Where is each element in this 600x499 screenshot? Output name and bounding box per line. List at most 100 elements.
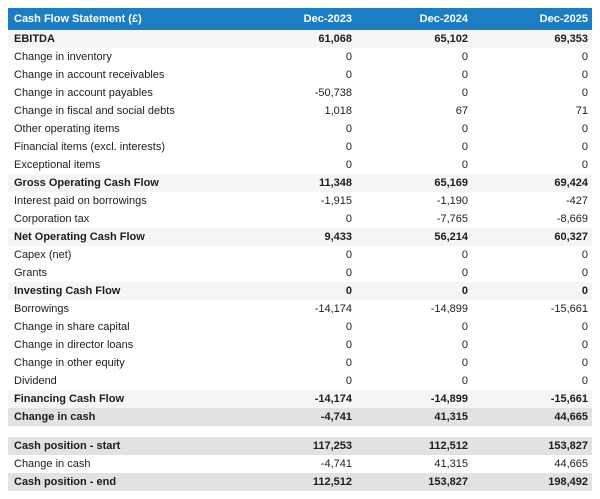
column-header-dec-2025: Dec-2025 xyxy=(539,13,588,25)
cell-value: 0 xyxy=(581,69,588,81)
table-row-change-in-account-payables: Change in account payables -50,738 0 0 xyxy=(8,84,592,102)
cell-value: -8,669 xyxy=(556,213,588,225)
row-label: Change in cash xyxy=(14,458,91,470)
cell-value: 0 xyxy=(581,141,588,153)
cash-flow-main-table: Cash Flow Statement (£) Dec-2023 Dec-202… xyxy=(8,8,592,426)
cell-value: 0 xyxy=(461,159,468,171)
row-label: Dividend xyxy=(14,375,57,387)
table-row-capex-net: Capex (net) 0 0 0 xyxy=(8,246,592,264)
cell-value: 0 xyxy=(461,285,468,297)
cell-value: 9,433 xyxy=(324,231,352,243)
cell-value: 0 xyxy=(581,285,588,297)
cell-value: 56,214 xyxy=(434,231,468,243)
cell-value: 69,353 xyxy=(554,33,588,45)
table-header: Cash Flow Statement (£) Dec-2023 Dec-202… xyxy=(8,8,592,30)
cell-value: 0 xyxy=(461,51,468,63)
row-label: Investing Cash Flow xyxy=(14,285,121,297)
cell-value: 0 xyxy=(581,321,588,333)
cell-value: -14,899 xyxy=(430,393,468,405)
table-row-ebitda: EBITDA 61,068 65,102 69,353 xyxy=(8,30,592,48)
table-row-interest-paid-on-borrowings: Interest paid on borrowings -1,915 -1,190 -… xyxy=(8,192,592,210)
cell-value: 0 xyxy=(345,51,352,63)
cell-value: -15,661 xyxy=(550,303,588,315)
cell-value: -14,174 xyxy=(314,393,352,405)
cell-value: -7,765 xyxy=(436,213,468,225)
cell-value: 44,665 xyxy=(554,411,588,423)
row-label: Financing Cash Flow xyxy=(14,393,125,405)
table-row-change-in-share-capital: Change in share capital 0 0 0 xyxy=(8,318,592,336)
row-label: Interest paid on borrowings xyxy=(14,195,147,207)
table-row-change-in-cash-summary: Change in cash -4,741 41,315 44,665 xyxy=(8,455,592,473)
table-row-financing-cash-flow: Financing Cash Flow -14,174 -14,899 -15,661 xyxy=(8,390,592,408)
cell-value: 0 xyxy=(581,123,588,135)
row-label: Borrowings xyxy=(14,303,70,315)
column-header-dec-2023: Dec-2023 xyxy=(303,13,352,25)
table-row-change-in-fiscal-and-social-debts: Change in fiscal and social debts 1,018 67… xyxy=(8,102,592,120)
cell-value: 44,665 xyxy=(554,458,588,470)
table-row-cash-position-start: Cash position - start 117,253 112,512 153,8… xyxy=(8,437,592,455)
cell-value: 0 xyxy=(345,357,352,369)
cell-value: 0 xyxy=(345,141,352,153)
cell-value: 117,253 xyxy=(312,440,352,452)
cell-value: 65,102 xyxy=(434,33,468,45)
cell-value: 71 xyxy=(575,105,588,117)
row-label: Grants xyxy=(14,267,48,279)
cell-value: 0 xyxy=(461,339,468,351)
cell-value: 0 xyxy=(461,267,468,279)
table-row-other-operating-items: Other operating items 0 0 0 xyxy=(8,120,592,138)
table-row-change-in-account-receivables: Change in account receivables 0 0 0 xyxy=(8,66,592,84)
table-row-net-operating-cash-flow: Net Operating Cash Flow 9,433 56,214 60,327 xyxy=(8,228,592,246)
row-label: Change in fiscal and social debts xyxy=(14,105,175,117)
cell-value: 0 xyxy=(461,357,468,369)
row-label: Change in director loans xyxy=(14,339,134,351)
cell-value: 60,327 xyxy=(554,231,588,243)
table-row-cash-position-end: Cash position - end 112,512 153,827 198,492 xyxy=(8,473,592,491)
cell-value: 0 xyxy=(345,123,352,135)
cell-value: 0 xyxy=(461,69,468,81)
header-row: Cash Flow Statement (£) Dec-2023 Dec-202… xyxy=(8,8,592,30)
row-label: Exceptional items xyxy=(14,159,101,171)
cell-value: -14,899 xyxy=(430,303,468,315)
cash-position-summary-table: Cash position - start 117,253 112,512 153,8… xyxy=(8,437,592,491)
cell-value: 0 xyxy=(345,339,352,351)
table-row-exceptional-items: Exceptional items 0 0 0 xyxy=(8,156,592,174)
cell-value: 0 xyxy=(461,321,468,333)
cell-value: 0 xyxy=(345,249,352,261)
cell-value: 0 xyxy=(345,375,352,387)
row-label: Net Operating Cash Flow xyxy=(14,231,145,243)
column-header-dec-2024: Dec-2024 xyxy=(419,13,468,25)
cell-value: -427 xyxy=(565,195,588,207)
table-row-corporation-tax: Corporation tax 0 -7,765 -8,669 xyxy=(8,210,592,228)
cell-value: 112,512 xyxy=(428,440,468,452)
row-label: Other operating items xyxy=(14,123,120,135)
row-label: Corporation tax xyxy=(14,213,90,225)
cell-value: 0 xyxy=(461,123,468,135)
table-body: EBITDA 61,068 65,102 69,353 Change in inven… xyxy=(8,30,592,426)
cell-value: 0 xyxy=(581,267,588,279)
cell-value: 41,315 xyxy=(434,411,468,423)
row-label: Change in cash xyxy=(14,411,96,423)
cell-value: 41,315 xyxy=(434,458,468,470)
cell-value: 0 xyxy=(345,285,352,297)
cell-value: 0 xyxy=(345,159,352,171)
row-label: Change in share capital xyxy=(14,321,130,333)
table-row-change-in-director-loans: Change in director loans 0 0 0 xyxy=(8,336,592,354)
cell-value: 0 xyxy=(345,321,352,333)
table-row-gross-operating-cash-flow: Gross Operating Cash Flow 11,348 65,169 69,… xyxy=(8,174,592,192)
table-row-grants: Grants 0 0 0 xyxy=(8,264,592,282)
cell-value: 0 xyxy=(581,375,588,387)
cell-value: 0 xyxy=(581,87,588,99)
cell-value: 61,068 xyxy=(318,33,352,45)
cell-value: 11,348 xyxy=(318,177,352,189)
cell-value: -50,738 xyxy=(314,87,352,99)
cell-value: 0 xyxy=(461,375,468,387)
cell-value: 1,018 xyxy=(324,105,352,117)
table-row-investing-cash-flow: Investing Cash Flow 0 0 0 xyxy=(8,282,592,300)
cell-value: -14,174 xyxy=(314,303,352,315)
table-row-change-in-inventory: Change in inventory 0 0 0 xyxy=(8,48,592,66)
table-row-dividend: Dividend 0 0 0 xyxy=(8,372,592,390)
row-label: Change in account payables xyxy=(14,87,153,99)
table-row-financial-items: Financial items (excl. interests) 0 0 0 xyxy=(8,138,592,156)
cell-value: 0 xyxy=(461,141,468,153)
